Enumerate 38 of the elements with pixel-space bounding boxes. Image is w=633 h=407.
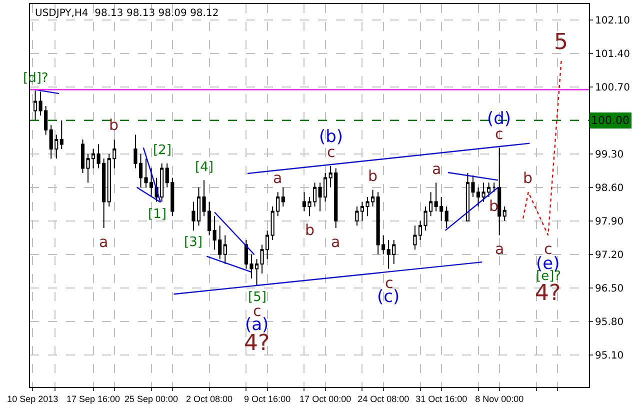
- annotation: a: [432, 160, 442, 178]
- x-tick-label: 25 Sep 00:00: [124, 394, 178, 404]
- y-tick-label: 101.40: [595, 48, 630, 60]
- chart-title: USDJPY,H4 98.13 98.13 98.09 98.12: [35, 8, 219, 19]
- y-tick-label: 97.20: [595, 250, 624, 261]
- annotation: [4]: [195, 160, 214, 175]
- x-tick-label: 17 Sep 16:00: [66, 394, 120, 404]
- annotation: a: [495, 240, 504, 258]
- y-tick-label: 102.10: [595, 15, 630, 26]
- annotation: a: [99, 233, 108, 251]
- x-tick-label: 24 Oct 08:00: [358, 394, 410, 404]
- x-tick-label: 10 Sep 2013: [7, 394, 58, 404]
- x-tick-label: 9 Oct 16:00: [244, 394, 291, 404]
- y-tick-label: 96.50: [595, 283, 624, 294]
- annotation: a: [273, 169, 282, 187]
- ref-line-label: 100.00: [591, 114, 630, 127]
- annotation: a: [331, 233, 340, 251]
- annotation: [2]: [153, 143, 172, 158]
- annotation: [1]: [148, 207, 166, 222]
- y-tick-label: 97.90: [595, 216, 624, 228]
- y-tick-label: 98.60: [595, 182, 624, 194]
- annotation: 5: [554, 30, 568, 55]
- annotation: 4?: [535, 281, 561, 306]
- y-tick-label: 100.70: [595, 82, 630, 94]
- annotation: b: [305, 221, 315, 239]
- annotation: b: [368, 167, 378, 185]
- x-tick-label: 8 Nov 00:00: [475, 394, 524, 404]
- y-tick-label: 95.80: [595, 316, 624, 328]
- annotation: [5]: [248, 290, 266, 305]
- x-tick-label: 2 Oct 08:00: [186, 394, 233, 404]
- annotation: [3]: [184, 235, 202, 250]
- annotation: b: [109, 116, 119, 134]
- annotation: b: [523, 169, 533, 187]
- annotation: c: [544, 240, 552, 258]
- x-tick-label: 31 Oct 16:00: [416, 394, 468, 404]
- x-tick-label: 17 Oct 00:00: [300, 394, 352, 404]
- y-tick-label: 95.10: [595, 350, 624, 362]
- y-tick-label: 99.30: [595, 149, 624, 160]
